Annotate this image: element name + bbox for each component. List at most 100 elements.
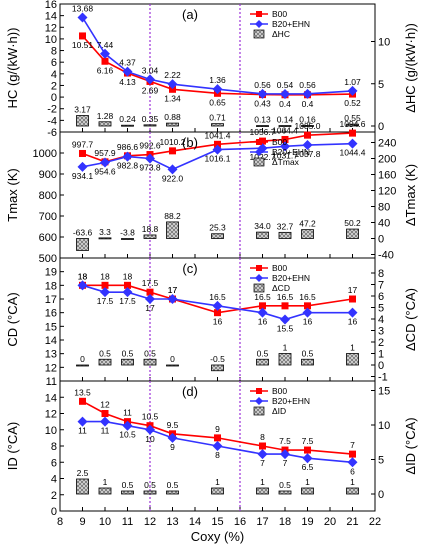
bar <box>278 490 292 495</box>
x-axis-label: Coxy (%) <box>191 529 244 544</box>
right-tick-label: 0 <box>378 360 384 372</box>
series-value-label: 13.5 <box>74 387 91 397</box>
bar-value-label: 1 <box>283 343 288 353</box>
bar-value-label: 0.5 <box>302 348 314 358</box>
series-value-label: 15.5 <box>277 324 294 334</box>
legend-entry: ΔHC <box>272 29 290 39</box>
series-line <box>82 420 353 464</box>
legend-entry: B20+EHN <box>272 19 310 29</box>
series-value-label: 986.6 <box>117 142 139 152</box>
series-point <box>259 442 266 450</box>
left-tick-label: 15 <box>45 321 57 333</box>
series-point <box>100 48 110 59</box>
series-point <box>101 410 109 417</box>
bar <box>166 490 179 495</box>
bar-value-label: 0.5 <box>122 480 134 490</box>
panel-label: (b) <box>182 135 198 150</box>
left-tick-label: 0 <box>51 506 57 518</box>
series-point <box>167 164 178 175</box>
series-value-label: 957.9 <box>94 148 116 158</box>
series-point <box>302 140 313 151</box>
panel-label: (c) <box>182 261 197 276</box>
left-tick-label: 19 <box>45 267 57 279</box>
series-point <box>167 432 178 443</box>
series-point <box>122 151 133 162</box>
legend-swatch <box>253 29 265 39</box>
series-point <box>212 300 223 311</box>
series-value-label: 17 <box>145 303 155 313</box>
right-tick-label: 5 <box>378 79 384 91</box>
bar <box>346 487 359 495</box>
series-point <box>259 137 266 145</box>
series-value-label: 7 <box>260 458 265 468</box>
left-tick-label: 13 <box>45 349 57 361</box>
bar-value-label: 0.88 <box>164 112 181 122</box>
bar <box>98 487 112 495</box>
panel-label: (d) <box>182 384 198 399</box>
bar <box>143 358 157 366</box>
legend-entry: B20+EHN <box>272 273 310 283</box>
series-point <box>212 84 223 95</box>
bar <box>278 353 292 366</box>
right-tick-label: -40 <box>378 250 394 262</box>
bar <box>76 364 89 367</box>
bar-value-label: 0 <box>170 354 175 364</box>
series-value-label: 9.5 <box>167 420 179 430</box>
bar <box>121 238 134 240</box>
series-value-label: 7 <box>283 458 288 468</box>
x-tick-label: 13 <box>166 516 178 528</box>
series-point <box>122 287 133 298</box>
series-value-label: 11 <box>101 426 110 436</box>
series-value-label: 17 <box>168 285 178 295</box>
x-tick-label: 17 <box>256 516 268 528</box>
bar-value-label: 0.71 <box>209 113 226 123</box>
series-point <box>146 288 154 296</box>
bar-value-label: 1 <box>215 477 220 487</box>
series-point <box>257 88 268 99</box>
bar-value-label: 0.5 <box>279 480 291 490</box>
bar <box>211 364 224 372</box>
bar-value-label: 0.35 <box>142 114 159 124</box>
left-tick-label: 0 <box>51 92 57 104</box>
series-value-label: 1085.0 <box>295 121 321 131</box>
series-point <box>122 66 133 77</box>
series-point <box>100 416 110 427</box>
series-point <box>100 287 110 298</box>
y-axis-label-right: ΔHC (g/(kW·h)) <box>403 23 418 113</box>
y-axis-label-left: ID (°CA) <box>5 422 20 471</box>
left-tick-label: 900 <box>39 169 57 181</box>
bar <box>143 234 157 239</box>
bar-value-label: 0.16 <box>299 114 316 124</box>
series-value-label: 10.51 <box>72 40 94 50</box>
left-tick-label: 16 <box>45 308 57 320</box>
left-tick-label: 2 <box>51 490 57 502</box>
bar <box>121 490 134 495</box>
series-value-label: 1041.4 <box>205 130 231 140</box>
series-value-label: 7.5 <box>279 436 291 446</box>
series-point <box>302 88 313 99</box>
series-value-label: 3.04 <box>142 65 159 75</box>
x-tick-label: 20 <box>324 516 336 528</box>
series-value-label: 1044.4 <box>340 148 366 158</box>
series-value-label: 0.65 <box>209 97 226 107</box>
series-point <box>349 129 356 137</box>
x-tick-label: 18 <box>279 516 291 528</box>
bar-value-label: 0.5 <box>144 348 156 358</box>
left-tick-label: -4 <box>47 115 57 127</box>
series-point <box>281 302 289 310</box>
series-value-label: 2.69 <box>142 85 159 95</box>
x-tick-label: 10 <box>99 516 111 528</box>
series-point <box>77 280 88 291</box>
legend-entry: B00 <box>272 386 287 396</box>
series-point <box>79 397 86 405</box>
left-tick-label: 6 <box>51 57 57 69</box>
bar <box>166 221 179 239</box>
left-tick-label: 4 <box>51 474 57 486</box>
bar-value-label: 0.14 <box>277 115 294 125</box>
panel-label: (a) <box>182 7 198 22</box>
bar <box>278 231 292 239</box>
series-value-label: 1037.8 <box>295 149 321 159</box>
series-point <box>281 135 289 143</box>
